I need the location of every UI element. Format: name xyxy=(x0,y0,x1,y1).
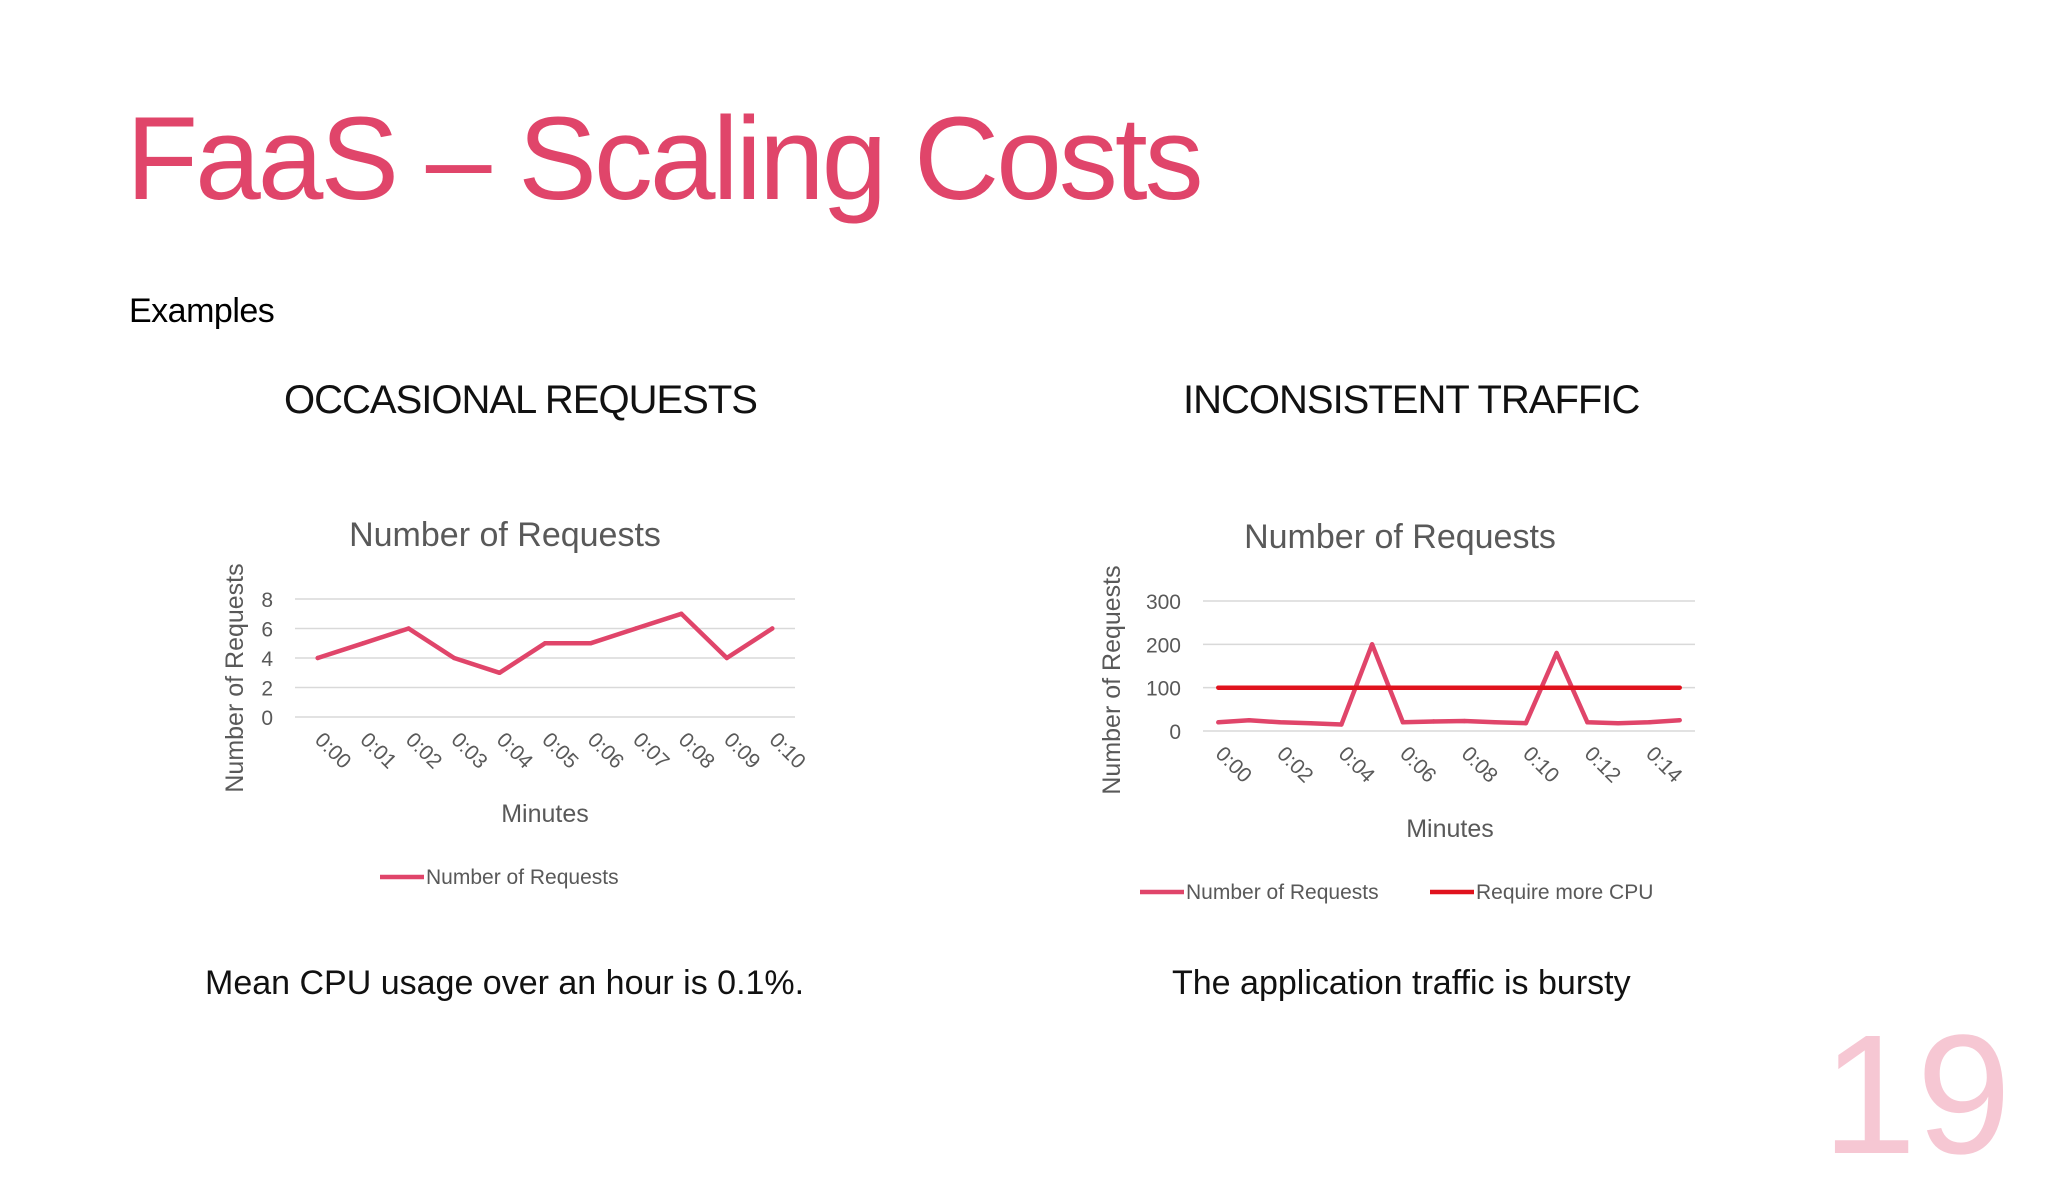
x-tick-label: 0:05 xyxy=(537,728,582,773)
chart-inconsistent-traffic: Number of Requests 0 100 200 300 0:00 0:02 0:04… xyxy=(1098,518,1695,904)
data-point xyxy=(633,626,639,631)
data-point xyxy=(451,655,457,661)
legend-label: Number of Requests xyxy=(426,866,619,889)
data-point xyxy=(1677,717,1682,723)
data-point xyxy=(1277,685,1283,690)
series-line xyxy=(1216,642,1682,727)
data-point xyxy=(1492,685,1498,690)
data-point xyxy=(1554,685,1559,690)
x-tick-label: 0:03 xyxy=(447,728,492,773)
data-point xyxy=(588,641,593,646)
data-point xyxy=(1677,685,1682,690)
data-point xyxy=(1492,720,1498,725)
data-point xyxy=(1308,685,1313,690)
data-point xyxy=(497,670,502,675)
data-point xyxy=(1431,685,1436,690)
x-tick-label: 0:01 xyxy=(356,728,401,773)
x-tick-label: 0:07 xyxy=(628,728,673,773)
x-tick-label: 0:08 xyxy=(1457,742,1502,787)
slide: FaaS – Scaling Costs Examples OCCASIONAL… xyxy=(126,93,2011,1180)
data-point xyxy=(1646,720,1652,725)
section-heading-inconsistent: INCONSISTENT TRAFFIC xyxy=(1183,378,1640,422)
y-tick-label: 300 xyxy=(1146,591,1181,614)
data-point xyxy=(1400,685,1406,690)
x-tick-label: 0:09 xyxy=(719,728,764,773)
page-number: 19 xyxy=(1822,1000,2012,1190)
section-heading-occasional: OCCASIONAL REQUESTS xyxy=(284,378,758,422)
data-point xyxy=(1523,685,1529,690)
data-point xyxy=(770,626,775,631)
caption-occasional: Mean CPU usage over an hour is 0.1%. xyxy=(205,964,805,1002)
data-point xyxy=(1585,720,1590,725)
legend-label: Number of Requests xyxy=(1186,881,1379,904)
y-axis-title: Number of Requests xyxy=(221,563,249,792)
y-tick-label: 8 xyxy=(261,589,273,612)
data-point xyxy=(1615,721,1621,726)
data-point xyxy=(1462,718,1467,724)
data-point xyxy=(1462,685,1467,690)
legend-label: Require more CPU xyxy=(1476,881,1653,904)
chart-title: Number of Requests xyxy=(1244,518,1556,556)
data-point xyxy=(1585,685,1590,690)
x-tick-label: 0:12 xyxy=(1580,742,1625,787)
data-point xyxy=(1216,720,1221,725)
x-tick-label: 0:00 xyxy=(310,728,355,773)
data-point xyxy=(679,611,684,616)
x-tick-label: 0:08 xyxy=(674,728,719,773)
x-tick-label: 0:02 xyxy=(401,728,446,773)
data-point xyxy=(1339,685,1344,690)
data-point xyxy=(1277,720,1283,725)
y-tick-label: 200 xyxy=(1146,634,1181,657)
data-point xyxy=(1615,685,1621,690)
x-tick-label: 0:00 xyxy=(1211,742,1256,787)
y-axis-title: Number of Requests xyxy=(1098,565,1126,794)
data-point xyxy=(1339,722,1344,727)
x-tick-label: 0:06 xyxy=(1395,742,1440,787)
y-tick-label: 2 xyxy=(261,678,273,701)
data-point xyxy=(1554,650,1559,656)
x-tick-label: 0:10 xyxy=(765,728,810,773)
x-tick-label: 0:04 xyxy=(492,728,537,773)
data-point xyxy=(1308,721,1313,726)
data-point xyxy=(1400,720,1406,725)
y-tick-label: 0 xyxy=(1169,721,1181,744)
data-point xyxy=(406,626,411,631)
x-axis-title: Minutes xyxy=(501,800,589,828)
y-tick-label: 100 xyxy=(1146,678,1181,701)
y-tick-label: 0 xyxy=(261,707,273,730)
data-point xyxy=(1369,642,1375,647)
x-tick-label: 0:14 xyxy=(1641,742,1686,787)
data-point xyxy=(315,655,320,661)
x-axis-title: Minutes xyxy=(1406,815,1494,843)
data-point xyxy=(724,655,730,661)
x-tick-label: 0:06 xyxy=(583,728,628,773)
slide-subtitle: Examples xyxy=(129,292,275,330)
chart-title: Number of Requests xyxy=(349,516,661,554)
data-point xyxy=(1646,685,1652,690)
y-tick-label: 6 xyxy=(261,619,273,642)
slide-title: FaaS – Scaling Costs xyxy=(126,93,1204,225)
data-point xyxy=(1523,721,1529,726)
x-tick-label: 0:02 xyxy=(1272,742,1317,787)
x-tick-label: 0:10 xyxy=(1518,742,1563,787)
data-point xyxy=(1216,685,1221,690)
data-point xyxy=(1246,685,1252,690)
data-point xyxy=(1369,685,1375,690)
x-tick-label: 0:04 xyxy=(1334,742,1379,787)
y-tick-label: 4 xyxy=(261,648,273,671)
caption-inconsistent: The application traffic is bursty xyxy=(1172,964,1631,1002)
data-point xyxy=(542,641,548,646)
data-point xyxy=(1246,717,1252,723)
data-point xyxy=(360,641,366,646)
data-point xyxy=(1431,719,1436,724)
